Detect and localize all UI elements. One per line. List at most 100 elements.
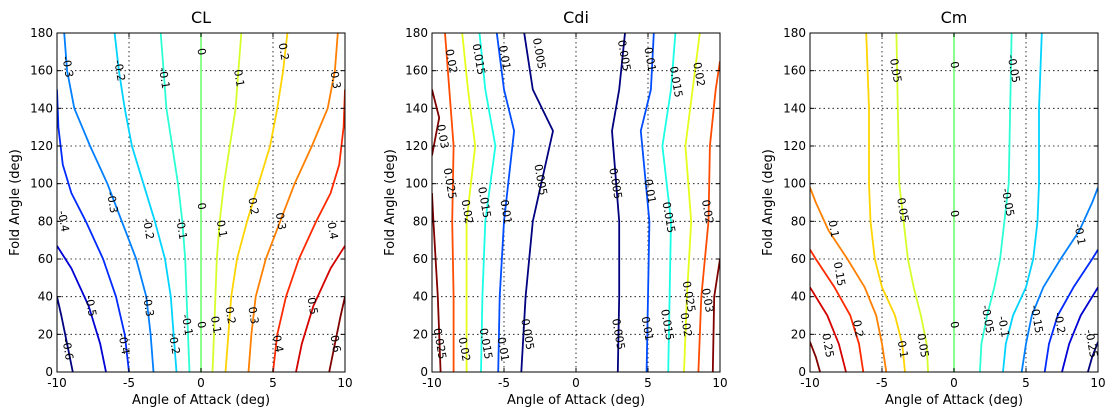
contour-label: -0.6 (59, 338, 76, 361)
contour-label: 0.4 (325, 221, 341, 240)
x-tick-label: 10 (337, 376, 352, 390)
contour-line (432, 89, 441, 156)
contour-label: -0.4 (55, 209, 72, 232)
contour-line (57, 296, 74, 372)
contour-label: -0.15 (1028, 304, 1046, 334)
chart-panel-3: 0.05 0 -0.050.10.150.05 0 -0.05-0.10.250.20.… (761, 8, 1106, 408)
y-tick-label: 120 (783, 139, 806, 153)
y-tick-label: 80 (413, 214, 428, 228)
contour-label: -0.1 (179, 313, 196, 336)
y-tick-label: 60 (413, 252, 428, 266)
contour-line (444, 33, 455, 372)
contour-line (211, 33, 243, 372)
y-tick-label: 160 (30, 64, 53, 78)
contour-label: 0.02 (443, 48, 460, 74)
x-tick-label: 0 (197, 376, 205, 390)
contour-label: -0.2 (140, 217, 157, 240)
contour-line (328, 296, 345, 372)
contour-label: -0.1 (1072, 223, 1089, 246)
y-tick-label: 100 (783, 177, 806, 191)
x-tick-label: -10 (422, 376, 442, 390)
y-tick-label: 180 (405, 26, 428, 40)
contour-line (159, 33, 191, 372)
contour-label: 0.05 (887, 57, 904, 83)
contour-label: 0.1 (208, 315, 224, 334)
x-tick-label: 5 (269, 376, 277, 390)
contour-label: 0.05 (914, 332, 931, 358)
contour-line (810, 187, 888, 372)
contour-label: 0.01 (495, 336, 512, 362)
contour-line (1061, 286, 1098, 372)
contour-line (865, 33, 906, 372)
contour-label: 0.005 (606, 167, 624, 200)
contour-label: 0.6 (328, 334, 344, 353)
contour-lines (432, 33, 720, 372)
contour-label: -0.1 (156, 66, 173, 89)
y-tick-label: 0 (45, 365, 53, 379)
contour-label: 0.015 (475, 186, 493, 219)
y-tick-label: 60 (791, 252, 806, 266)
plot-area (432, 33, 720, 372)
contour-label: 0 (194, 320, 208, 329)
contour-line (895, 33, 929, 372)
contour-lines (810, 33, 1098, 372)
contour-label: 0 (195, 202, 209, 211)
contour-label: 0.25 (819, 332, 836, 358)
contour-line (495, 33, 515, 372)
contour-line (810, 341, 821, 372)
contour-line (810, 286, 847, 372)
y-tick-label: 180 (783, 26, 806, 40)
x-tick-label: -5 (123, 376, 135, 390)
contour-label: 0.01 (639, 315, 656, 341)
contour-line (810, 249, 865, 372)
contour-label: 0.1 (231, 68, 247, 87)
y-axis-label: Fold Angle (deg) (8, 149, 23, 256)
contour-label: 0.015 (660, 201, 678, 234)
contour-label: 0.015 (469, 43, 487, 76)
y-tick-label: 100 (30, 177, 53, 191)
y-axis-label: Fold Angle (deg) (383, 149, 398, 256)
x-tick-label: -5 (876, 376, 888, 390)
contour-line (711, 258, 720, 372)
contour-line (113, 33, 178, 372)
contour-line (639, 33, 655, 372)
x-tick-label: -10 (47, 376, 67, 390)
y-tick-label: 20 (791, 327, 806, 341)
contour-label: 0.01 (641, 46, 658, 72)
contour-label: 0.01 (497, 199, 514, 225)
y-tick-label: 140 (30, 101, 53, 115)
contour-label: 0.1 (826, 219, 842, 238)
x-axis-label: Angle of Attack (deg) (132, 393, 270, 408)
y-tick-label: 20 (38, 327, 53, 341)
x-tick-label: 0 (572, 376, 580, 390)
contour-label: 0.03 (699, 287, 716, 313)
contour-label: 0.1 (895, 340, 911, 359)
contour-label: 0 (947, 320, 961, 329)
contour-label: 0.3 (327, 70, 343, 89)
contour-line (57, 89, 130, 372)
chart-title: Cm (941, 8, 968, 27)
contour-label: -0.1 (173, 217, 190, 240)
contour-line (57, 245, 107, 372)
contour-label: 0.025 (431, 327, 449, 360)
y-tick-label: 80 (791, 214, 806, 228)
contour-label: 0.005 (518, 318, 536, 351)
y-tick-label: 60 (38, 252, 53, 266)
contour-label: -0.2 (111, 59, 128, 82)
contour-line (1020, 187, 1098, 372)
contour-label: 0.05 (894, 197, 911, 223)
contour-line (697, 61, 720, 372)
contour-label: 0 (194, 47, 208, 56)
contour-label: 0.015 (658, 308, 676, 341)
chart-panel-1: -0.3 -0.2 -0.100.10.20.3-0.4-0.3-0.2 -0.100… (8, 8, 353, 408)
contour-label: 0.02 (690, 61, 707, 87)
x-tick-label: 10 (1090, 376, 1105, 390)
y-tick-label: 80 (38, 214, 53, 228)
contour-line (683, 33, 701, 372)
x-tick-label: 10 (712, 376, 727, 390)
x-axis-label: Angle of Attack (deg) (507, 393, 645, 408)
y-tick-label: 160 (405, 64, 428, 78)
contour-label: 0.15 (831, 261, 848, 287)
contour-line (1043, 249, 1098, 372)
